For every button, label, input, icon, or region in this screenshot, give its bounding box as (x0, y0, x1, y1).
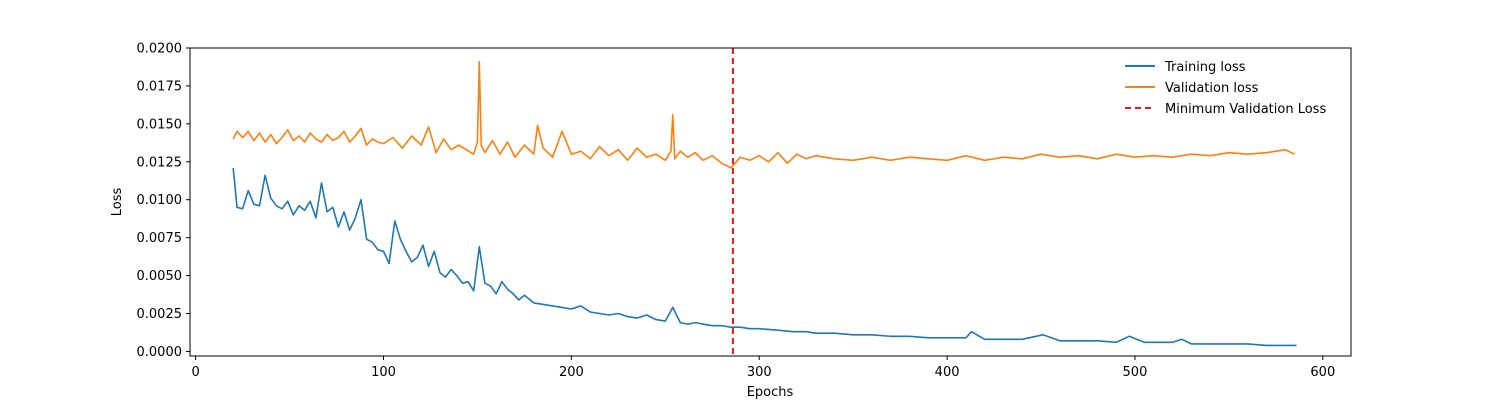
y-tick-label: 0.0200 (137, 42, 183, 57)
y-tick-label: 0.0150 (137, 117, 183, 132)
y-tick-label: 0.0100 (137, 193, 183, 208)
x-tick-label: 500 (1123, 365, 1148, 380)
legend-label-validation: Validation loss (1165, 81, 1259, 96)
legend-label-training: Training loss (1164, 60, 1246, 75)
series-line-training-loss (232, 167, 1297, 347)
x-axis-ticks: 0 100 200 300 400 500 600 (191, 356, 1335, 380)
y-tick-label: 0.0025 (137, 307, 183, 322)
y-axis-ticks: 0.0000 0.0025 0.0050 0.0075 0.0100 0.0125 0.01… (137, 42, 190, 360)
x-tick-label: 200 (559, 365, 584, 380)
y-tick-label: 0.0050 (137, 269, 183, 284)
x-tick-label: 400 (935, 365, 960, 380)
series-line-validation-loss (232, 60, 1295, 169)
plot-area (190, 48, 1351, 356)
y-tick-label: 0.0175 (137, 79, 183, 94)
x-tick-label: 0 (191, 365, 199, 380)
legend: Training loss Validation loss Minimum Va… (1125, 60, 1326, 117)
legend-label-min-val: Minimum Validation Loss (1165, 102, 1326, 117)
y-axis-label: Loss (110, 188, 125, 217)
plot-frame (189, 47, 1352, 357)
x-axis-label: Epochs (747, 385, 794, 400)
x-tick-label: 600 (1310, 365, 1335, 380)
x-tick-label: 300 (747, 365, 772, 380)
y-tick-label: 0.0075 (137, 231, 183, 246)
y-tick-label: 0.0000 (137, 345, 183, 360)
x-tick-label: 100 (371, 365, 396, 380)
y-tick-label: 0.0125 (137, 155, 183, 170)
series-layer (232, 60, 1297, 347)
